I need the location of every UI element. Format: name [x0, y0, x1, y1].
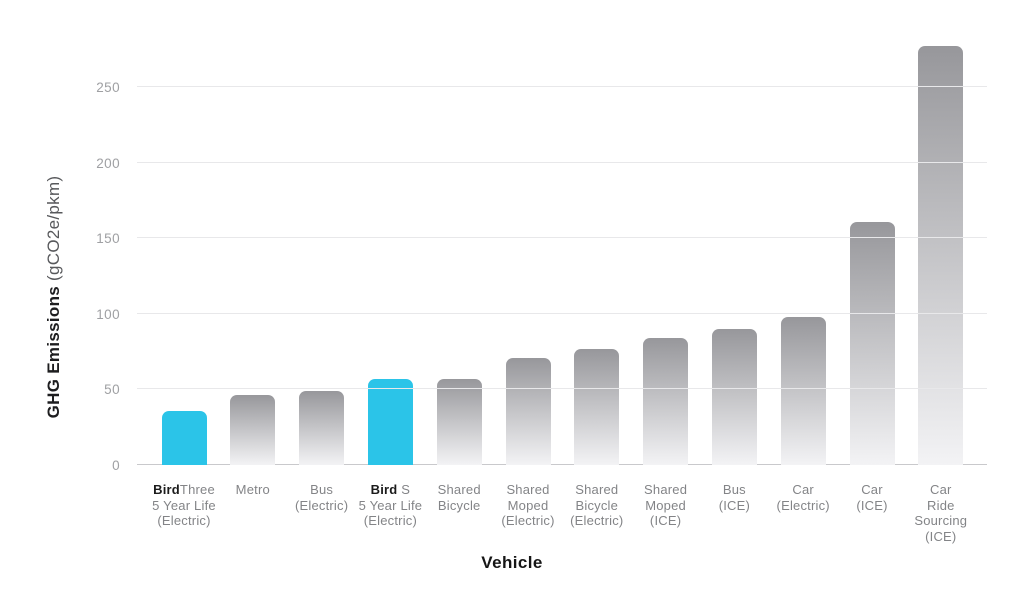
bar-car-electric: [780, 316, 826, 465]
gridline-150: [137, 237, 987, 239]
brand-bold-text: Bird: [370, 482, 398, 497]
bar-bird-s-5-year-life-electric: [367, 378, 413, 465]
x-tick-label-car-electric: Car (Electric): [776, 482, 830, 513]
brand-bold-text: Bird: [153, 482, 180, 497]
x-tick-label-car-ice: Car (ICE): [856, 482, 888, 513]
x-tick-label-metro: Metro: [235, 482, 270, 497]
y-tick-label-250: 250: [96, 79, 120, 95]
y-axis-title: GHG Emissions (gCO2e/pkm): [44, 167, 66, 427]
bar-bus-ice: [711, 328, 757, 465]
bar-car-ice: [849, 221, 895, 465]
x-tick-label-car-ride-sourcing-ice: Car Ride Sourcing (ICE): [914, 482, 968, 544]
bar-shared-bicycle-electric: [574, 348, 620, 465]
y-axis-ticks: 0 50 100 150 200 250: [70, 40, 120, 473]
x-tick-label-shared-bicycle-electric: Shared Bicycle (Electric): [570, 482, 624, 528]
y-tick-label-100: 100: [96, 306, 120, 322]
x-axis-ticks: BirdThree 5 Year Life (Electric) Metro Bus (E…: [0, 482, 1024, 557]
plot-area: [137, 40, 987, 465]
bar-shared-moped-electric: [505, 357, 551, 465]
x-tick-label-shared-bicycle: Shared Bicycle: [437, 482, 481, 513]
y-tick-label-0: 0: [112, 458, 120, 473]
bar-bird-three-5-year-life-electric: [161, 410, 207, 465]
x-tick-label-shared-moped-electric: Shared Moped (Electric): [501, 482, 555, 528]
y-axis-title-unit: (gCO2e/pkm): [44, 175, 63, 286]
bar-metro: [230, 395, 276, 465]
bar-shared-bicycle: [436, 378, 482, 465]
x-axis-title: Vehicle: [481, 553, 543, 572]
x-tick-label-bus-electric: Bus (Electric): [294, 482, 349, 513]
x-tick-label-bus-ice: Bus (ICE): [718, 482, 751, 513]
y-tick-label-200: 200: [96, 155, 120, 171]
y-axis-title-main: GHG Emissions: [44, 285, 63, 419]
gridline-200: [137, 161, 987, 163]
gridline-250: [137, 85, 987, 87]
bar-bus-electric: [299, 390, 345, 465]
x-axis-line: [137, 464, 987, 465]
x-tick-label-bird-three-5-year-life-electric: BirdThree 5 Year Life (Electric): [152, 482, 216, 528]
bar-shared-moped-ice: [643, 337, 689, 465]
x-tick-label-shared-moped-ice: Shared Moped (ICE): [644, 482, 688, 528]
bar-car-ride-sourcing-ice: [918, 46, 964, 465]
y-tick-label-150: 150: [96, 231, 120, 247]
gridline-50: [137, 388, 987, 390]
gridline-100: [137, 312, 987, 314]
y-tick-label-50: 50: [104, 382, 120, 398]
